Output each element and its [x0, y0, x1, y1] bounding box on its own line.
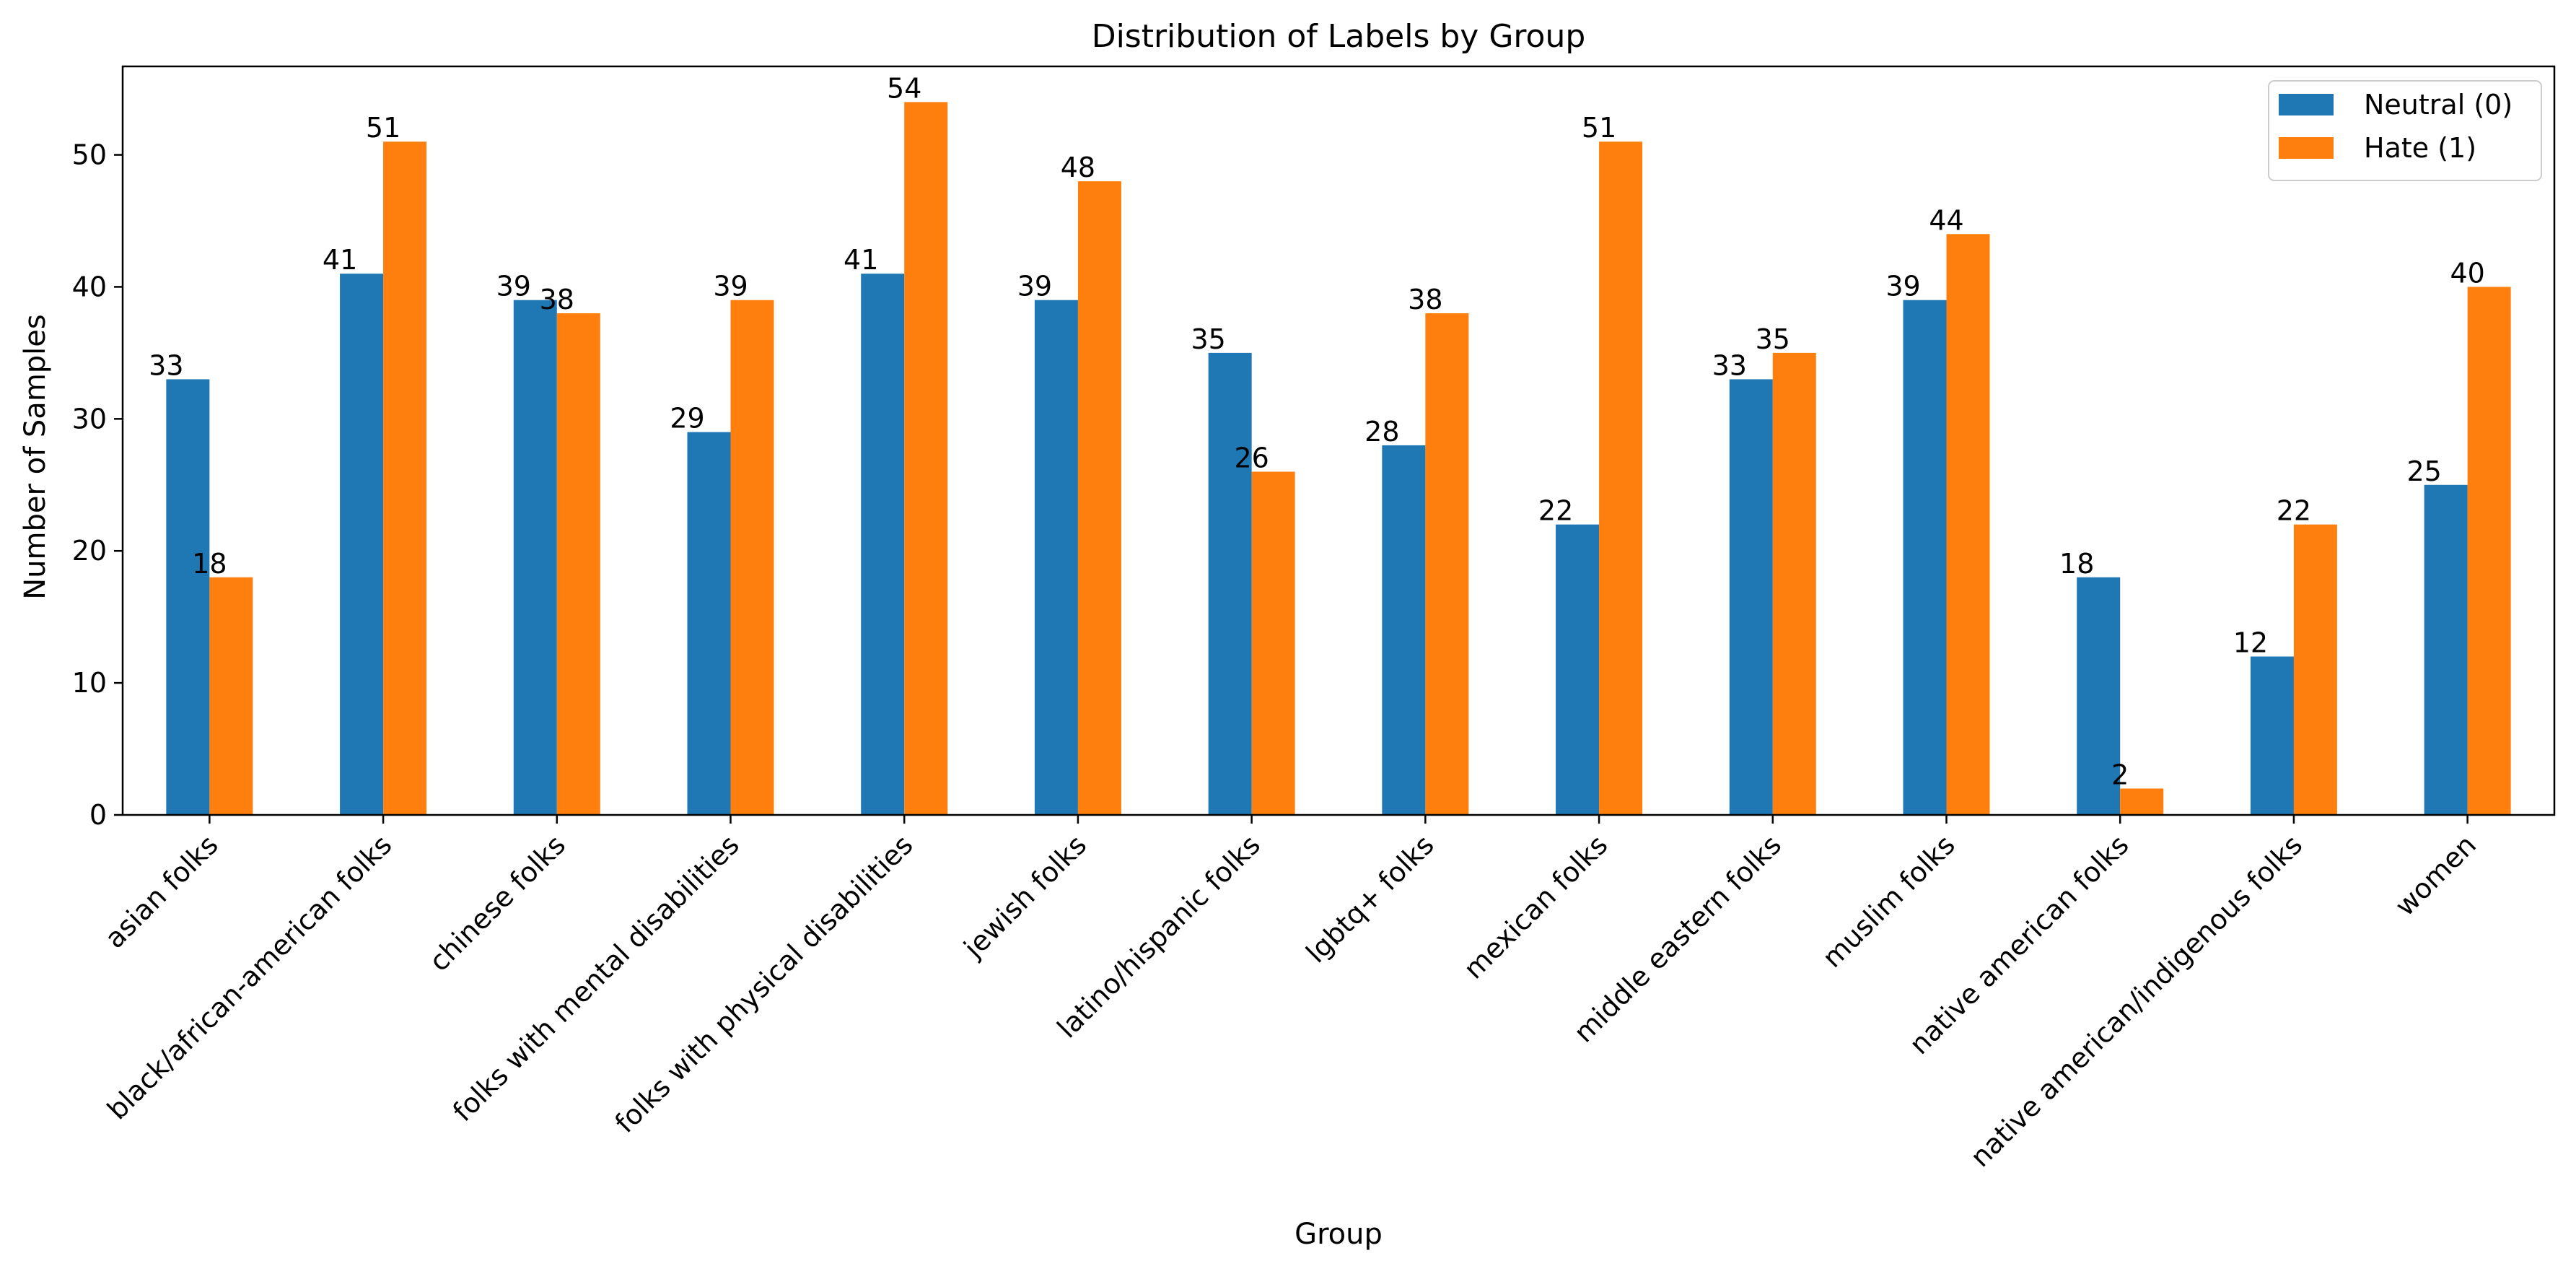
bar-hate — [730, 300, 774, 815]
bar-value-label: 54 — [887, 72, 921, 104]
bar-neutral — [2424, 484, 2468, 815]
bar-hate — [556, 313, 600, 816]
legend-label: Neutral (0) — [2364, 89, 2513, 121]
x-tick-label: lgbtq+ folks — [1300, 829, 1440, 969]
y-tick-label: 50 — [72, 139, 107, 171]
bar-value-label: 29 — [670, 403, 704, 435]
legend-swatch — [2279, 137, 2334, 159]
bar-hate — [1599, 141, 1643, 816]
bar-value-label: 38 — [1408, 284, 1442, 315]
bar-value-label: 35 — [1191, 323, 1225, 355]
legend-label: Hate (1) — [2364, 132, 2476, 164]
bar-value-label: 48 — [1061, 152, 1095, 183]
y-tick-label: 40 — [72, 271, 107, 302]
bar-value-label: 51 — [366, 112, 400, 144]
bar-value-label: 25 — [2406, 455, 2441, 487]
y-tick-label: 30 — [72, 403, 107, 435]
x-tick-label: folks with mental disabilities — [447, 829, 745, 1127]
bar-value-label: 41 — [844, 244, 878, 276]
bar-hate — [209, 577, 253, 815]
bar-value-label: 33 — [149, 349, 183, 381]
bar-hate — [2120, 788, 2164, 815]
bar-neutral — [861, 274, 905, 815]
bar-value-label: 33 — [1712, 349, 1747, 381]
bar-value-label: 51 — [1582, 112, 1616, 144]
bar-value-label: 35 — [1756, 323, 1790, 355]
bar-hate — [2467, 287, 2511, 816]
bar-value-label: 28 — [1364, 416, 1399, 448]
x-tick-label: chinese folks — [423, 829, 571, 977]
x-tick-label: jewish folks — [958, 829, 1093, 964]
bar-labels-layer: 33 41 39 29 41 39 35 28 22 33 39 18 12 25 18 51 38 39 54 48… — [149, 72, 2485, 790]
bar-neutral — [340, 274, 384, 815]
x-tick-label: native american/indigenous folks — [1964, 829, 2308, 1173]
x-axis-label: Group — [1294, 1218, 1383, 1251]
y-tick-label: 20 — [72, 535, 107, 567]
bar-neutral — [166, 379, 210, 815]
bar-hate — [1772, 352, 1816, 815]
bar-value-label: 39 — [496, 271, 531, 302]
bar-hate — [383, 141, 427, 816]
bar-neutral — [1034, 300, 1078, 815]
bar-neutral — [2250, 656, 2294, 815]
bar-neutral — [1382, 445, 1426, 815]
bar-value-label: 18 — [2059, 548, 2094, 580]
bar-hate — [904, 102, 948, 815]
bar-value-label: 26 — [1234, 442, 1269, 474]
bar-value-label: 22 — [1538, 495, 1573, 527]
bar-neutral — [1903, 300, 1947, 815]
bar-hate — [1077, 181, 1121, 816]
x-tick-label: black/african-american folks — [101, 829, 398, 1125]
bar-value-label: 39 — [1017, 271, 1052, 302]
bar-value-label: 2 — [2111, 759, 2129, 790]
bar-hate — [1425, 313, 1469, 816]
bar-hate — [1946, 234, 1990, 815]
bar-hate — [1251, 471, 1295, 815]
x-tick-label: folks with physical disabilities — [609, 829, 919, 1139]
bar-value-label: 39 — [713, 271, 748, 302]
legend-swatch — [2279, 94, 2334, 115]
y-axis-label: Number of Samples — [19, 314, 52, 600]
bar-neutral — [1556, 524, 1600, 815]
x-tick-label: mexican folks — [1458, 829, 1613, 985]
y-axis: 0 10 20 30 40 50 — [72, 139, 123, 831]
bar-value-label: 39 — [1885, 271, 1920, 302]
chart-title: Distribution of Labels by Group — [1092, 18, 1586, 55]
x-tick-label: women — [2389, 829, 2482, 922]
bar-value-label: 40 — [2450, 257, 2484, 289]
bar-value-label: 44 — [1929, 204, 1963, 236]
plot-frame — [121, 65, 2556, 816]
bar-neutral — [2077, 577, 2121, 815]
bar-value-label: 38 — [540, 284, 574, 315]
x-tick-label: muslim folks — [1816, 829, 1961, 974]
bar-neutral — [513, 300, 557, 815]
bar-hate — [2293, 524, 2337, 815]
bar-neutral — [1729, 379, 1773, 815]
bar-neutral — [687, 432, 731, 815]
bar-value-label: 12 — [2233, 627, 2268, 659]
bar-neutral — [1208, 352, 1252, 815]
legend-box — [2268, 80, 2542, 181]
bars-layer — [166, 102, 2511, 816]
x-tick-label: latino/hispanic folks — [1051, 829, 1266, 1044]
x-tick-label: asian folks — [99, 829, 224, 954]
bar-value-label: 18 — [192, 548, 227, 580]
legend: Neutral (0) Hate (1) — [2268, 80, 2542, 181]
y-tick-label: 0 — [89, 799, 107, 831]
bar-value-label: 22 — [2277, 495, 2311, 527]
bar-value-label: 41 — [323, 244, 357, 276]
y-tick-label: 10 — [72, 667, 107, 699]
